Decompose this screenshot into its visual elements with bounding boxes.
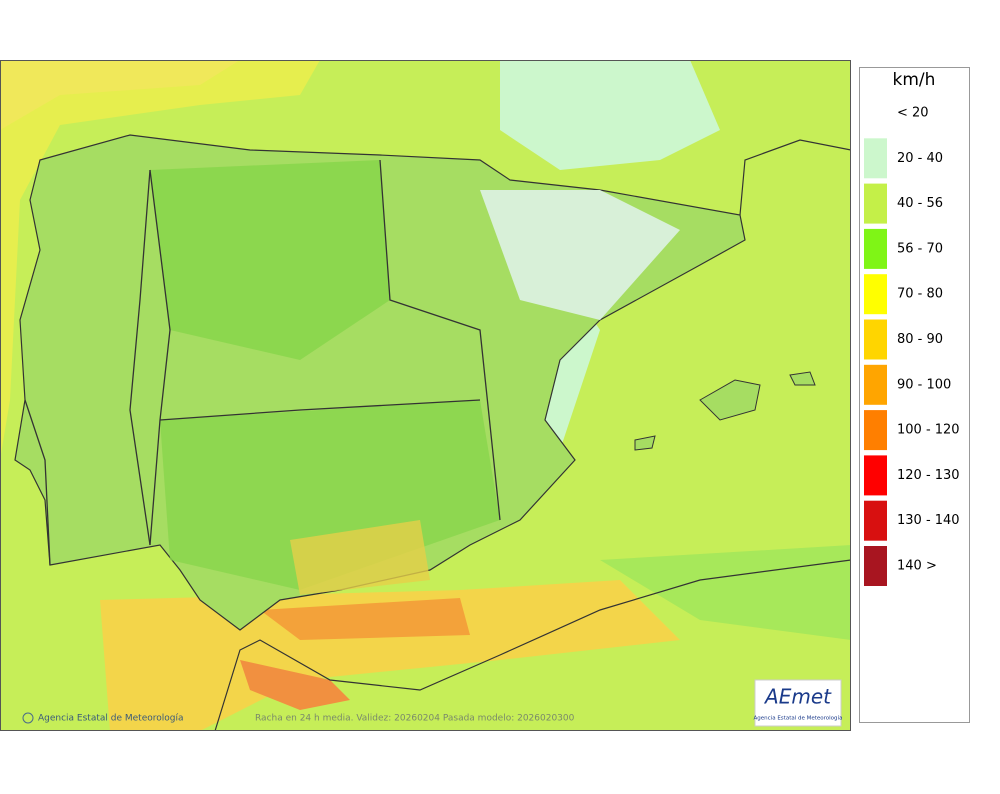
legend-swatch (864, 274, 887, 315)
map-frame (0, 60, 851, 731)
legend-swatch (864, 93, 887, 133)
caption: Racha en 24 h media. Validez: 20260204 P… (255, 714, 575, 724)
border (24, 169, 151, 566)
gust-band (260, 598, 470, 640)
legend-label: 130 - 140 (897, 513, 960, 528)
france-coast (739, 139, 851, 216)
legend-label: 70 - 80 (897, 287, 943, 302)
logo: AEmet Agencia Estatal de Meteorología (754, 679, 843, 727)
legend-label: 80 - 90 (897, 332, 943, 347)
legend-swatch (864, 455, 887, 496)
legend-label: 100 - 120 (897, 423, 960, 438)
legend-swatch (864, 319, 887, 360)
legend-swatch (864, 364, 887, 405)
calm-zone (480, 190, 680, 320)
legend-swatch (864, 138, 887, 179)
sea-band (0, 60, 240, 130)
credit: Agencia Estatal de Meteorología (38, 714, 184, 724)
logo-subtitle: Agencia Estatal de Meteorología (754, 715, 843, 722)
legend-label: 140 > (897, 559, 937, 574)
africa-coast (214, 559, 851, 731)
calm-zone (500, 60, 720, 170)
gust-zone (150, 160, 390, 360)
legend-swatch (864, 183, 887, 224)
gust-zone (290, 520, 430, 595)
legend: < 20 20 - 40 40 - 56 56 - 70 70 - 80 80 - 90 9… (864, 93, 960, 586)
legend-label: 40 - 56 (897, 196, 943, 211)
logo-name: AEmet (763, 685, 832, 709)
legend-swatch (864, 228, 887, 269)
legend-label: 120 - 130 (897, 468, 960, 483)
gust-band (240, 660, 350, 710)
credit-icon (22, 712, 34, 724)
region-border (149, 159, 501, 546)
legend-swatch (864, 500, 887, 541)
balearic (634, 371, 816, 451)
legend-unit: km/h (893, 70, 936, 90)
map (0, 60, 851, 731)
legend-swatch (864, 410, 887, 451)
legend-label: 20 - 40 (897, 151, 943, 166)
logo-box (754, 679, 842, 727)
legend-label: 90 - 100 (897, 377, 951, 392)
legend-label: < 20 (897, 106, 929, 121)
legend-label: 56 - 70 (897, 241, 943, 256)
legend-swatch (864, 546, 887, 586)
